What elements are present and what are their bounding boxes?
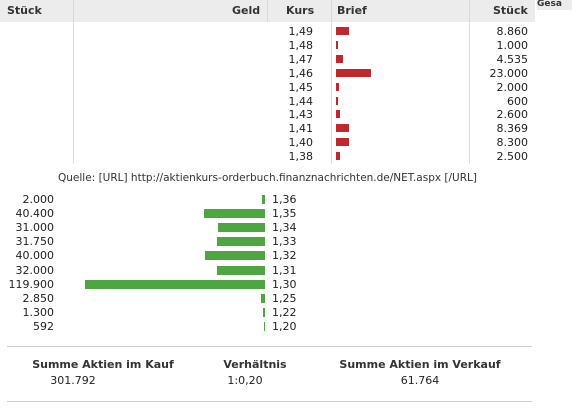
bid-volume-bar — [263, 321, 265, 331]
header-stueck-right: Stück — [493, 4, 528, 17]
header-kurs: Kurs — [286, 4, 315, 17]
bid-volume-bar — [218, 223, 265, 233]
header-gesamt-fragment: Gesa — [537, 0, 572, 10]
ask-stueck: 1.000 — [496, 38, 529, 52]
column-divider — [469, 22, 470, 164]
ask-stueck: 8.300 — [496, 136, 529, 150]
bid-stueck: 2.850 — [22, 291, 55, 305]
summary-verkauf-value: 61.764 — [400, 374, 440, 387]
header-divider — [267, 0, 268, 22]
bid-volume-bar — [216, 265, 265, 275]
ask-kurs: 1,47 — [288, 52, 314, 66]
ask-stueck: 4.535 — [496, 52, 529, 66]
summary-kauf-value: 301.792 — [50, 374, 96, 387]
header-divider — [73, 0, 74, 22]
summary-verhaeltnis-value: 1:0,20 — [227, 374, 263, 387]
bid-volume-bar — [260, 293, 265, 303]
ask-kurs: 1,43 — [288, 108, 314, 122]
column-divider — [331, 22, 332, 164]
ask-volume-bar — [336, 82, 340, 91]
header-brief: Brief — [337, 4, 367, 17]
ask-stueck: 600 — [507, 94, 528, 108]
summary-divider-top — [7, 346, 532, 347]
bid-kurs: 1,30 — [272, 277, 297, 291]
ask-volume-bar — [336, 40, 338, 49]
bid-kurs: 1,34 — [272, 221, 297, 235]
ask-kurs: 1,46 — [288, 66, 314, 80]
header-divider — [331, 0, 332, 22]
bid-stueck: 592 — [33, 319, 54, 333]
bid-volume-bar — [261, 195, 265, 204]
summary-verhaeltnis-label: Verhältnis — [223, 358, 287, 371]
bid-volume-bar — [217, 237, 265, 247]
ask-stueck: 2.500 — [496, 150, 529, 164]
bid-kurs: 1,35 — [272, 207, 297, 221]
bid-stueck: 31.000 — [15, 221, 55, 235]
bid-stueck: 31.750 — [15, 235, 55, 249]
bid-stueck: 40.400 — [15, 207, 55, 221]
ask-kurs: 1,41 — [288, 122, 314, 136]
ask-volume-bar — [336, 138, 349, 147]
ask-stueck: 2.600 — [496, 108, 529, 122]
bid-kurs: 1,33 — [272, 235, 297, 249]
ask-kurs: 1,45 — [288, 80, 314, 94]
ask-stueck: 8.369 — [496, 122, 529, 136]
bid-volume-bar — [204, 209, 265, 219]
ask-kurs: 1,40 — [288, 136, 314, 150]
ask-volume-bar — [336, 152, 340, 161]
ask-volume-bar — [336, 27, 350, 35]
bid-stueck: 2.000 — [22, 193, 55, 206]
header-stueck-left: Stück — [7, 4, 42, 17]
bid-kurs: 1,22 — [272, 305, 297, 319]
bid-kurs: 1,20 — [272, 319, 297, 333]
bid-kurs: 1,25 — [272, 291, 297, 305]
ask-kurs: 1,38 — [288, 150, 314, 164]
ask-kurs: 1,49 — [288, 25, 314, 38]
ask-stueck: 2.000 — [496, 80, 529, 94]
bid-volume-bar — [85, 279, 265, 289]
source-text: Quelle: [URL] http://aktienkurs-orderbuc… — [58, 172, 477, 184]
ask-volume-bar — [336, 110, 340, 119]
bid-stueck: 119.900 — [8, 277, 55, 291]
ask-volume-bar — [336, 96, 338, 105]
summary-divider-bottom — [7, 401, 532, 402]
column-divider — [73, 22, 74, 164]
bid-volume-bar — [204, 251, 265, 261]
bid-stueck: 1.300 — [22, 305, 55, 319]
ask-volume-bar — [336, 68, 371, 77]
ask-stueck: 8.860 — [496, 25, 529, 38]
bid-stueck: 40.000 — [15, 249, 55, 263]
summary-kauf-label: Summe Aktien im Kauf — [32, 358, 174, 371]
ask-stueck: 23.000 — [489, 66, 529, 80]
bid-kurs: 1,31 — [272, 263, 297, 277]
ask-volume-bar — [336, 54, 343, 63]
bid-kurs: 1,32 — [272, 249, 297, 263]
bid-kurs: 1,36 — [272, 193, 297, 206]
summary-verkauf-label: Summe Aktien im Verkauf — [339, 358, 501, 371]
ask-kurs: 1,48 — [288, 38, 314, 52]
header-divider — [469, 0, 470, 22]
header-geld: Geld — [232, 4, 261, 17]
bid-stueck: 32.000 — [15, 263, 55, 277]
ask-kurs: 1,44 — [288, 94, 314, 108]
bid-volume-bar — [263, 307, 265, 317]
ask-volume-bar — [336, 124, 349, 133]
